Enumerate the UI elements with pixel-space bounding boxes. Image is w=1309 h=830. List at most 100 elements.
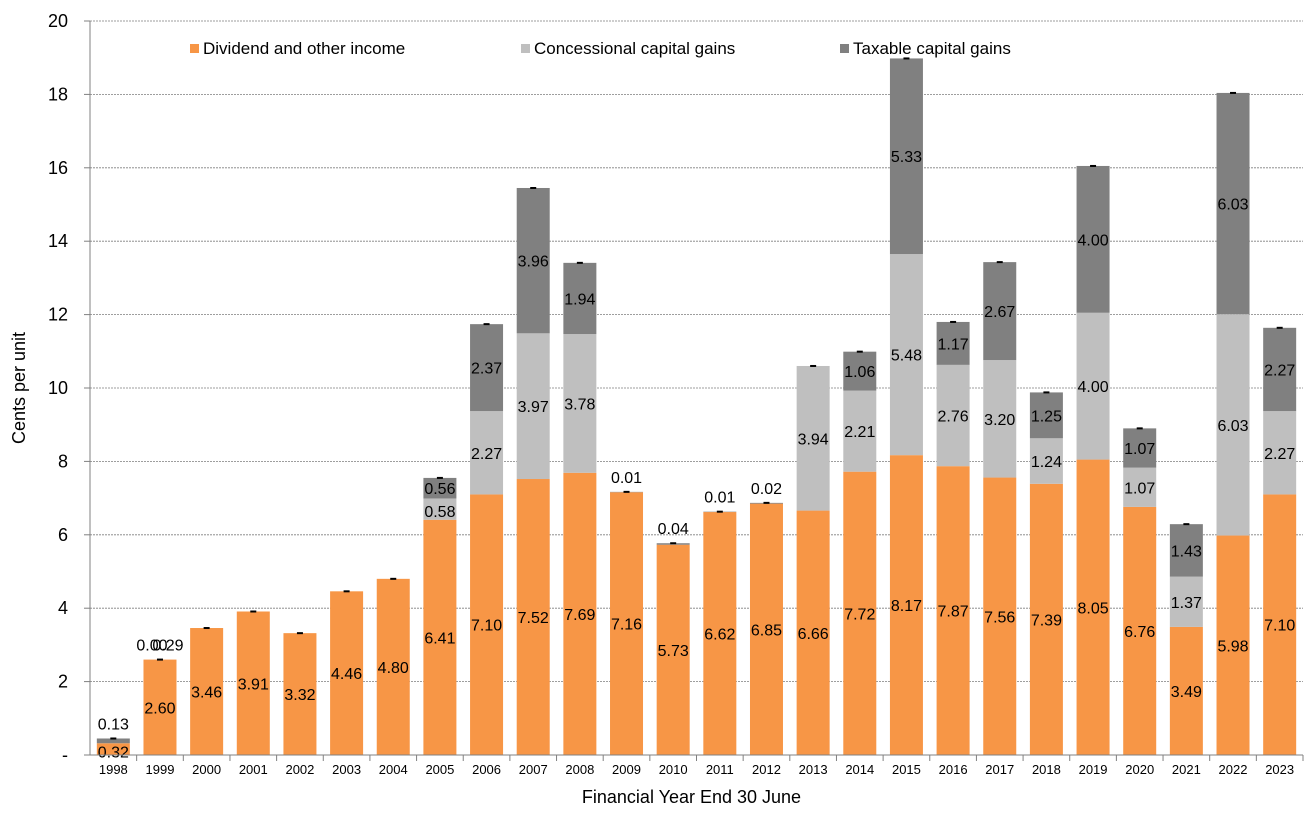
x-tick-label: 2009 [612, 762, 641, 777]
bar-segment [656, 544, 690, 755]
data-label: 7.10 [471, 618, 502, 635]
data-label: 4.80 [378, 660, 409, 677]
bar-segment [516, 333, 550, 480]
y-axis-ticks: - 2 4 6 8 10 12 14 16 18 20 [48, 11, 90, 765]
bar-segment [983, 477, 1017, 755]
data-label: 1.94 [564, 291, 595, 308]
x-tick-label: 2002 [285, 762, 314, 777]
bar-segment [1029, 483, 1063, 755]
data-label: 7.87 [938, 604, 969, 621]
data-label: 2.60 [144, 700, 175, 717]
data-label: 0.13 [98, 716, 129, 733]
data-label: 1.07 [1124, 480, 1155, 497]
bar-segment [470, 324, 504, 412]
data-label: 2.37 [471, 361, 502, 378]
data-label: 2.76 [938, 409, 969, 426]
data-label: 2.27 [471, 446, 502, 463]
x-axis-ticks: 1998 1999 2000 2001 2002 2003 2004 2005 2006 2007… [99, 755, 1304, 777]
legend-label: Concessional capital gains [534, 39, 735, 58]
bar-segment [236, 611, 270, 755]
data-label: 0.56 [424, 481, 455, 498]
data-label: 3.94 [798, 431, 829, 448]
data-label: 1.17 [938, 336, 969, 353]
y-tick-label: 14 [48, 231, 68, 251]
x-tick-label: 2019 [1079, 762, 1108, 777]
data-label: 6.62 [704, 627, 735, 644]
x-tick-label: 2018 [1032, 762, 1061, 777]
bar-segment [1263, 411, 1297, 495]
data-label: 3.49 [1171, 684, 1202, 701]
data-label: 1.07 [1124, 441, 1155, 458]
data-label: 6.76 [1124, 624, 1155, 641]
bar-segment [190, 628, 224, 755]
bar-segment [1076, 459, 1110, 755]
bar-segment [936, 364, 970, 467]
bar-segment [889, 254, 923, 456]
x-tick-label: 2004 [379, 762, 408, 777]
bar-segment [749, 503, 783, 755]
bar-segment [1123, 506, 1157, 755]
x-tick-label: 2010 [659, 762, 688, 777]
bar-segment [1076, 165, 1110, 313]
bar-segment [470, 494, 504, 755]
y-tick-label: 16 [48, 158, 68, 178]
legend: Dividend and other income Concessional ca… [190, 39, 1011, 58]
data-label: 7.10 [1264, 618, 1295, 635]
data-label: 1.24 [1031, 454, 1062, 471]
bar-segment [283, 633, 317, 755]
data-label: 3.78 [564, 396, 595, 413]
bar-segment [889, 455, 923, 755]
data-label: 3.96 [518, 254, 549, 271]
x-tick-label: 2001 [239, 762, 268, 777]
bar-segment [96, 738, 130, 744]
bar-segment [1263, 327, 1297, 412]
data-label: 3.97 [518, 399, 549, 416]
data-label: 1.43 [1171, 543, 1202, 560]
bars [96, 57, 1297, 755]
bar-segment [983, 262, 1017, 361]
bar-segment [1216, 535, 1250, 755]
x-tick-label: 2008 [565, 762, 594, 777]
y-tick-label: 10 [48, 378, 68, 398]
data-label: 7.39 [1031, 612, 1062, 629]
y-tick-label: 4 [58, 598, 68, 618]
data-label: 6.66 [798, 626, 829, 643]
legend-swatch [840, 44, 849, 53]
x-tick-label: 2006 [472, 762, 501, 777]
bar-segment [843, 351, 877, 391]
bar-segment [96, 743, 130, 755]
data-label: 7.52 [518, 610, 549, 627]
bar-segment [1029, 438, 1063, 484]
bar-segment [563, 472, 597, 755]
data-label: 4.00 [1077, 232, 1108, 249]
x-tick-label: 2022 [1219, 762, 1248, 777]
x-tick-label: 2015 [892, 762, 921, 777]
data-label: 8.17 [891, 598, 922, 615]
gridlines [90, 20, 1303, 682]
y-tick-label: 12 [48, 305, 68, 325]
bar-segment [1123, 467, 1157, 507]
x-tick-label: 2016 [939, 762, 968, 777]
x-tick-label: 1999 [146, 762, 175, 777]
data-label: 2.27 [1264, 362, 1295, 379]
x-tick-label: 2005 [425, 762, 454, 777]
bar-segment [563, 334, 597, 473]
bar-segment [843, 471, 877, 755]
bar-segment [423, 477, 457, 499]
data-label: 5.98 [1217, 638, 1248, 655]
y-tick-label: 20 [48, 11, 68, 31]
y-tick-label: 2 [58, 672, 68, 692]
data-label: 6.85 [751, 622, 782, 639]
data-label: 3.32 [284, 687, 315, 704]
data-label: 6.41 [424, 630, 455, 647]
bar-segment [843, 390, 877, 472]
bar-segment [796, 510, 830, 755]
data-label: 0.58 [424, 504, 455, 521]
y-axis-label: Cents per unit [9, 332, 29, 444]
y-tick-label: 8 [58, 451, 68, 471]
bar-segment [703, 512, 737, 755]
data-label: 0.29 [152, 638, 183, 655]
data-label: 7.72 [844, 606, 875, 623]
bar-segment [376, 578, 410, 755]
data-label: 6.03 [1217, 418, 1248, 435]
